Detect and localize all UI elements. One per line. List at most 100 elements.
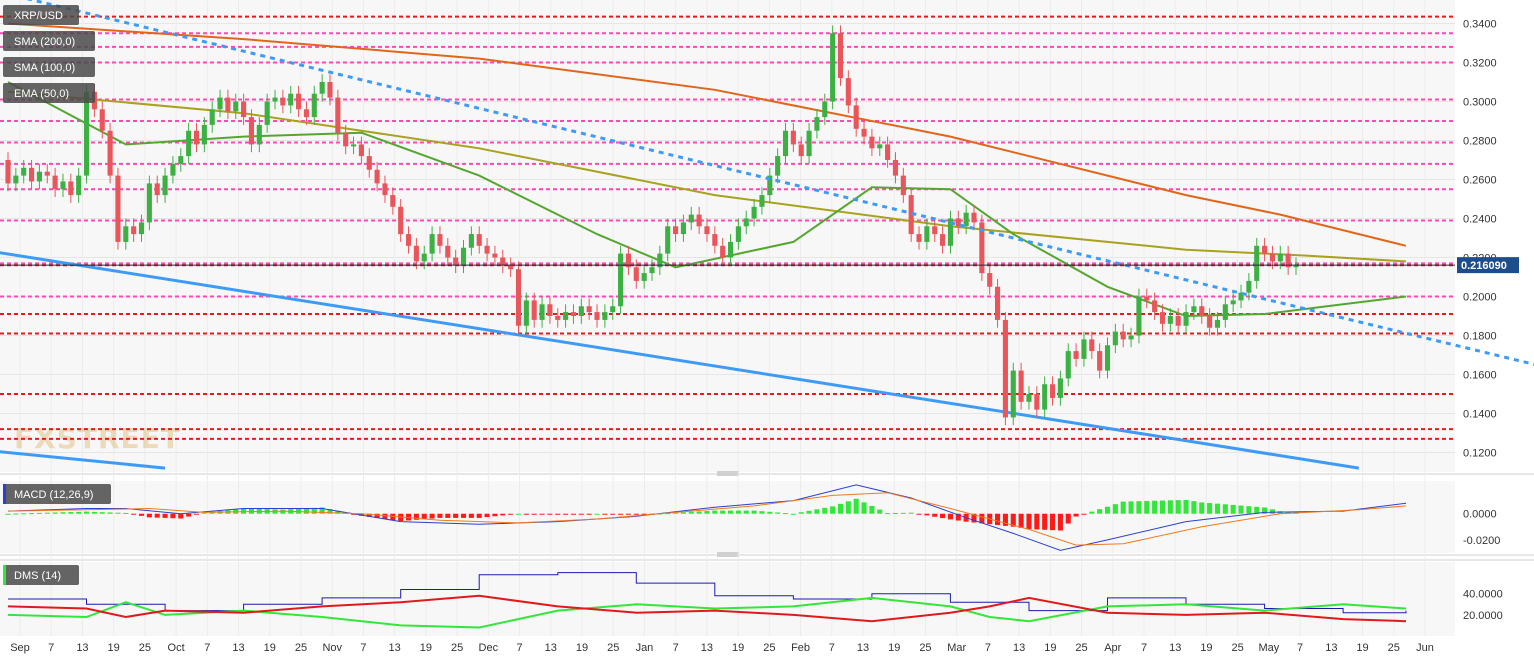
macd-histogram-bar — [1175, 500, 1181, 514]
candle-body — [610, 306, 616, 313]
candle-body — [1230, 300, 1236, 305]
x-tick-label: 7 — [360, 642, 366, 654]
x-tick-label: 7 — [1297, 642, 1303, 654]
candle-body — [398, 206, 404, 235]
candle-body — [460, 247, 467, 266]
candle-body — [311, 93, 317, 118]
candle-body — [1262, 245, 1268, 254]
macd-histogram-bar — [476, 513, 482, 518]
candle-body — [52, 175, 58, 190]
watermark-logo: FXSTREET — [14, 422, 181, 455]
candle-body — [743, 218, 749, 227]
candle-body — [1144, 296, 1150, 301]
macd-histogram-bar — [916, 513, 922, 515]
x-tick-label: 7 — [516, 642, 522, 654]
x-tick-label: 13 — [1169, 642, 1181, 654]
x-tick-label: Jun — [1416, 642, 1434, 654]
macd-histogram-bar — [885, 513, 891, 515]
candle-body — [29, 167, 35, 182]
macd-histogram-bar — [186, 513, 192, 517]
candle-body — [1238, 292, 1244, 301]
sma200-line — [7, 22, 1407, 247]
macd-histogram-bar — [1120, 501, 1126, 514]
macd-histogram-bar — [940, 513, 946, 519]
indicator-tag-label: XRP/USD — [14, 10, 63, 22]
candle-body — [421, 253, 427, 262]
candle-body — [107, 130, 113, 176]
sma100-line — [7, 90, 1407, 263]
candle-body — [947, 218, 953, 246]
macd-histogram-bar — [727, 510, 734, 514]
x-tick-label: 13 — [545, 642, 557, 654]
candle-body — [233, 101, 239, 112]
macd-histogram-bar — [193, 513, 200, 515]
candle-body — [877, 144, 883, 149]
candle-body — [649, 267, 655, 274]
x-tick-label: 13 — [232, 642, 244, 654]
candle-body — [775, 156, 781, 176]
x-tick-label: 7 — [829, 642, 835, 654]
last-price-tag: 0.216090 — [1461, 260, 1507, 272]
x-tick-label: Nov — [322, 642, 342, 654]
x-tick-label: 25 — [295, 642, 307, 654]
macd-histogram-bar — [610, 513, 616, 515]
candle-body — [288, 93, 294, 106]
macd-histogram-bar — [1057, 513, 1063, 531]
macd-histogram-bar — [563, 513, 569, 515]
x-tick-label: 7 — [1141, 642, 1147, 654]
candle-body — [940, 234, 946, 246]
x-tick-label: Mar — [947, 642, 966, 654]
candle-body — [971, 212, 977, 223]
candle-body — [885, 144, 891, 160]
candle-body — [1191, 306, 1197, 313]
x-tick-label: Apr — [1104, 642, 1121, 654]
macd-histogram-bar — [170, 513, 176, 519]
macd-histogram-bar — [625, 513, 631, 515]
candle-body — [657, 253, 663, 268]
candle-body — [1175, 316, 1181, 326]
macd-histogram-bar — [1254, 506, 1260, 514]
candle-body — [979, 222, 985, 274]
macd-histogram-bar — [382, 513, 388, 519]
macd-histogram-bar — [767, 511, 773, 514]
macd-histogram-bar — [1026, 513, 1032, 530]
candle-body — [131, 226, 137, 235]
x-tick-label: 25 — [1232, 642, 1244, 654]
candle-body — [1112, 331, 1118, 346]
x-tick-label: 19 — [1044, 642, 1056, 654]
macd-histogram-bar — [1128, 501, 1134, 514]
candle-body — [138, 222, 145, 235]
candle-body — [217, 97, 223, 110]
x-tick-label: 19 — [420, 642, 432, 654]
candle-body — [704, 226, 710, 235]
macd-histogram-bar — [123, 512, 129, 514]
macd-histogram-bar — [13, 513, 19, 515]
x-tick-label: 19 — [264, 642, 276, 654]
macd-histogram-bar — [1018, 513, 1024, 528]
candle-body — [201, 124, 207, 145]
x-tick-label: 19 — [576, 642, 588, 654]
candle-body — [892, 160, 899, 176]
candle-body — [673, 226, 679, 235]
macd-histogram-bar — [1199, 502, 1205, 514]
dms-pane-bg — [0, 562, 1455, 636]
candle-body — [1254, 245, 1260, 281]
macd-tag-swatch — [3, 484, 6, 504]
macd-histogram-bar — [539, 513, 545, 515]
macd-histogram-bar — [21, 513, 27, 515]
indicator-tag-label: SMA (200,0) — [14, 36, 75, 48]
macd-histogram-bar — [1269, 509, 1275, 514]
candle-body — [351, 144, 357, 147]
dms-tag-label: DMS (14) — [14, 570, 61, 582]
macd-histogram-bar — [924, 513, 930, 516]
x-tick-label: Jan — [636, 642, 654, 654]
candle-body — [853, 105, 859, 129]
candle-body — [241, 101, 247, 118]
macd-histogram-bar — [484, 513, 490, 518]
macd-histogram-bar — [1167, 500, 1173, 514]
macd-histogram-bar — [704, 511, 710, 514]
x-tick-label: Feb — [791, 642, 810, 654]
candle-body — [987, 273, 993, 287]
candle-body — [209, 109, 215, 125]
macd-histogram-bar — [319, 507, 325, 514]
